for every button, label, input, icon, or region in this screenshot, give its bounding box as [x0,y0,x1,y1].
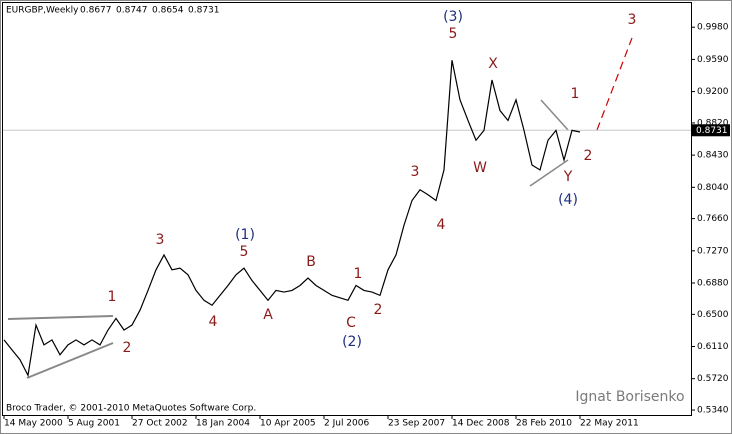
projection [596,37,633,131]
wave-label: B [306,254,316,270]
x-tick-label: 10 Apr 2005 [260,419,316,429]
price-tag-label: 0.8731 [696,126,728,136]
wave-label: 2 [584,148,593,164]
wave-label: 2 [374,302,383,318]
wave-label: X [488,56,498,72]
trendline [529,159,569,187]
wave-label: 4 [437,217,446,233]
wave-label: (4) [558,192,578,208]
wave-label: W [473,160,487,176]
x-tick-label: 22 May 2011 [580,419,639,429]
y-tick-label: 0.6880 [697,278,729,288]
y-tick-label: 0.9590 [697,55,729,65]
x-tick-label: 2 Jul 2006 [324,419,369,429]
y-tick-label: 0.6110 [697,342,729,352]
y-tick-label: 0.9980 [697,23,729,33]
wave-label: 1 [571,86,580,102]
ohlc-value: 0.8731 [188,6,220,16]
wave-label: 3 [411,164,420,180]
plot-area [2,2,692,416]
x-tick-label: 23 Sep 2007 [388,419,445,429]
wave-label: Y [563,169,573,185]
chart-title: EURGBP,Weekly [6,6,79,16]
x-tick-label: 18 Jan 2004 [196,419,250,429]
ohlc-value: 0.8654 [152,6,184,16]
ohlc-value: 0.8677 [80,6,112,16]
price-tag [692,124,730,137]
wave-label: 3 [156,232,165,248]
wave-label: C [346,315,356,331]
y-tick-label: 0.7270 [697,246,729,256]
wave-label: 2 [123,340,132,356]
y-tick-label: 0.8430 [697,151,729,161]
price-line-series [3,60,581,378]
y-tick-label: 0.5720 [697,374,729,384]
wave-label: (2) [342,334,362,350]
wave-label: 1 [108,289,117,305]
wave-label: 4 [209,314,218,330]
y-tick-label: 0.8820 [697,118,729,128]
y-tick-label: 0.6500 [697,310,729,320]
trendline [540,99,569,131]
trendline [26,342,114,379]
copyright: Broco Trader, © 2001-2010 MetaQuotes Sof… [6,404,256,414]
wave-label: A [263,307,273,323]
y-tick-label: 0.7660 [697,214,729,224]
wave-label: 3 [628,12,637,28]
x-tick-label: 5 Aug 2001 [68,419,120,429]
ohlc-value: 0.8747 [116,6,148,16]
wave-label: 1 [354,266,363,282]
wave-label: (3) [443,9,463,25]
x-tick-label: 14 Dec 2008 [452,419,510,429]
x-tick-label: 28 Feb 2010 [516,419,572,429]
y-tick-label: 0.8040 [697,183,729,193]
y-tick-label: 0.9200 [697,87,729,97]
wave-label: 5 [240,244,249,260]
y-tick-label: 0.5340 [697,406,729,416]
trendline [7,315,114,320]
x-tick-label: 14 May 2000 [4,419,63,429]
wave-label: 5 [449,26,458,42]
wave-label: (1) [235,227,255,243]
x-tick-label: 27 Oct 2002 [132,419,188,429]
author: Ignat Borisenko [575,389,684,405]
